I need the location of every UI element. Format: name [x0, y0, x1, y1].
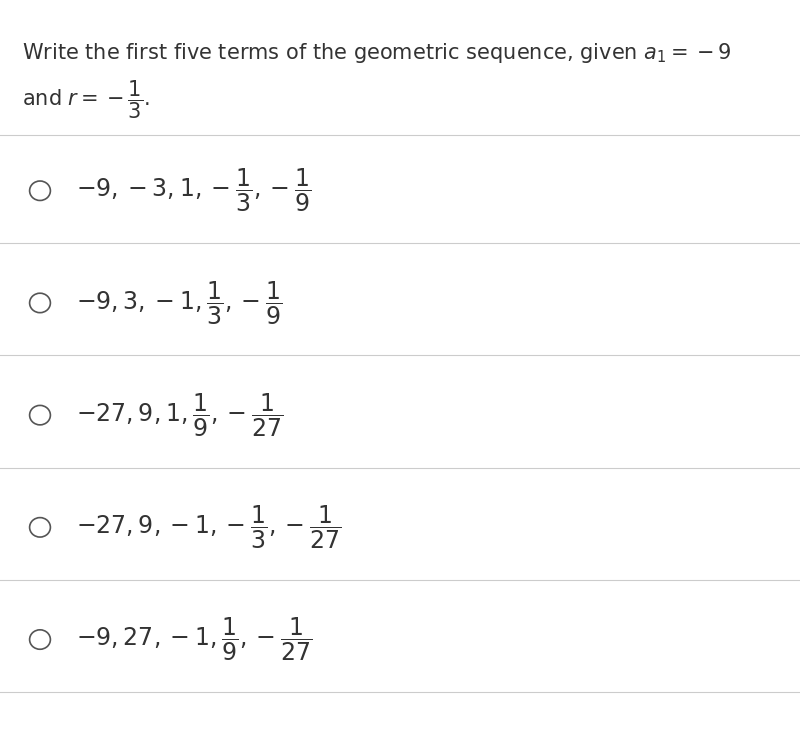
- Text: and $r = -\dfrac{1}{3}$.: and $r = -\dfrac{1}{3}$.: [22, 79, 150, 121]
- Text: $-9, 3, -1, \dfrac{1}{3}, -\dfrac{1}{9}$: $-9, 3, -1, \dfrac{1}{3}, -\dfrac{1}{9}$: [76, 279, 282, 327]
- Text: $-9, -3, 1, -\dfrac{1}{3}, -\dfrac{1}{9}$: $-9, -3, 1, -\dfrac{1}{3}, -\dfrac{1}{9}…: [76, 167, 311, 215]
- Text: Write the first five terms of the geometric sequence, given $a_1 = -9$: Write the first five terms of the geomet…: [22, 41, 731, 65]
- Text: $-27, 9, 1, \dfrac{1}{9}, -\dfrac{1}{27}$: $-27, 9, 1, \dfrac{1}{9}, -\dfrac{1}{27}…: [76, 391, 283, 439]
- Text: $-27, 9, -1, -\dfrac{1}{3}, -\dfrac{1}{27}$: $-27, 9, -1, -\dfrac{1}{3}, -\dfrac{1}{2…: [76, 503, 342, 551]
- Text: $-9, 27, -1, \dfrac{1}{9}, -\dfrac{1}{27}$: $-9, 27, -1, \dfrac{1}{9}, -\dfrac{1}{27…: [76, 616, 313, 663]
